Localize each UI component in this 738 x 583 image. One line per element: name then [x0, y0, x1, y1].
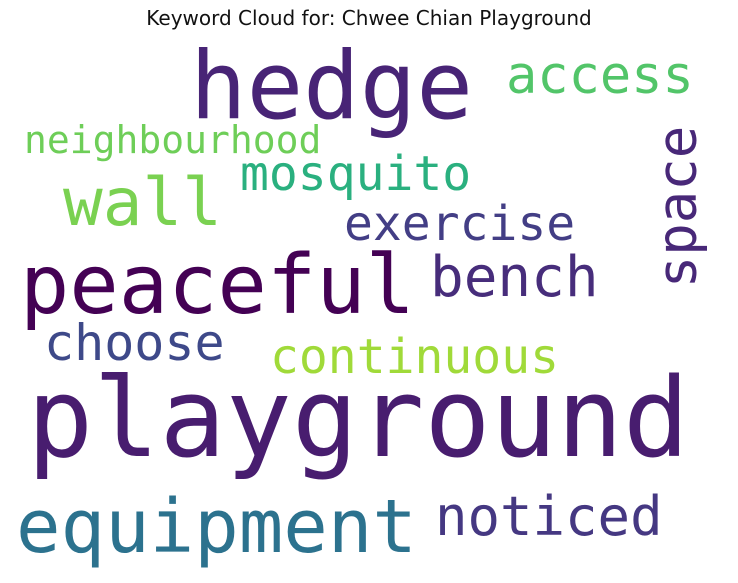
chart-title: Keyword Cloud for: Chwee Chian Playgroun…: [146, 6, 592, 30]
word-exercise: exercise: [344, 196, 576, 252]
word-space: space: [645, 125, 709, 289]
word-noticed: noticed: [435, 485, 663, 548]
word-choose: choose: [44, 314, 225, 372]
word-mosquito: mosquito: [240, 146, 472, 202]
word-wall: wall: [63, 164, 222, 241]
word-hedge: hedge: [190, 32, 473, 141]
word-neighbourhood: neighbourhood: [24, 118, 322, 162]
word-bench: bench: [430, 245, 599, 310]
word-access: access: [506, 46, 694, 106]
word-peaceful: peaceful: [20, 238, 415, 333]
word-continuous: continuous: [270, 329, 559, 385]
word-equipment: equipment: [16, 484, 417, 570]
word-playground: playground: [27, 354, 690, 482]
